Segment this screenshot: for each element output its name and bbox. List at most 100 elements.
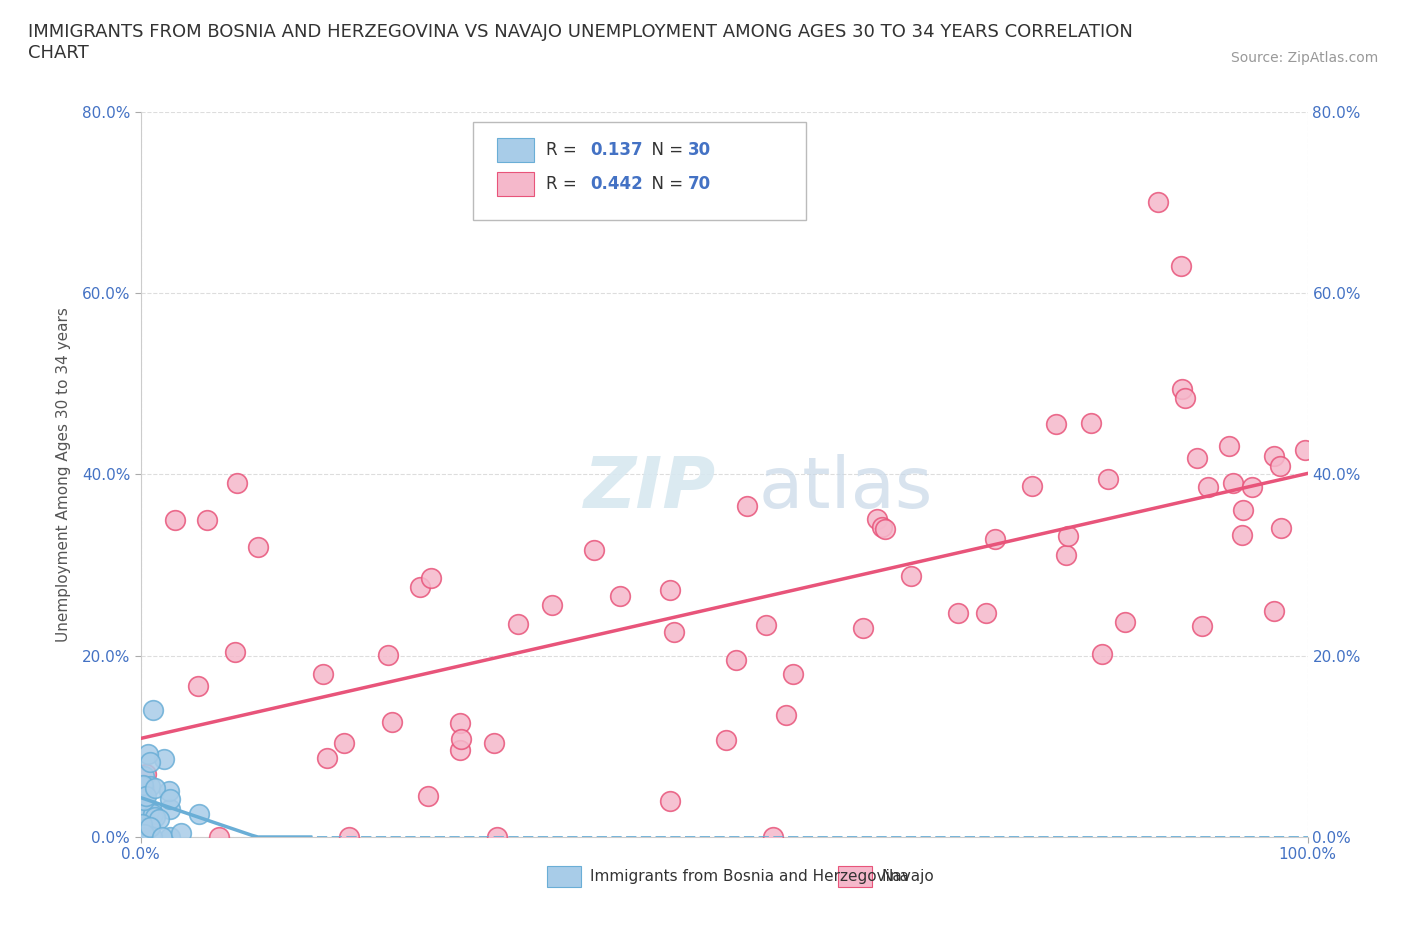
Text: Immigrants from Bosnia and Herzegovina: Immigrants from Bosnia and Herzegovina	[591, 870, 908, 884]
Text: atlas: atlas	[759, 455, 934, 524]
Point	[416, 789, 439, 804]
Point	[1270, 521, 1292, 536]
Point	[129, 785, 152, 800]
Point	[136, 746, 159, 761]
Point	[141, 830, 163, 844]
Point	[1171, 381, 1194, 396]
Point	[159, 830, 181, 844]
Point	[1191, 618, 1213, 633]
Point	[134, 782, 156, 797]
Point	[852, 620, 875, 635]
Point	[1045, 417, 1067, 432]
Point	[755, 618, 778, 633]
Text: 0.137: 0.137	[591, 141, 643, 159]
Text: Navajo: Navajo	[882, 870, 935, 884]
Point	[165, 512, 187, 527]
Point	[870, 520, 893, 535]
Point	[866, 512, 889, 526]
Point	[1241, 480, 1264, 495]
Point	[450, 731, 472, 746]
Point	[782, 667, 804, 682]
Point	[1218, 439, 1240, 454]
Point	[226, 475, 249, 490]
Point	[1222, 476, 1244, 491]
Point	[142, 806, 165, 821]
Point	[148, 812, 170, 827]
Point	[1170, 259, 1192, 273]
Point	[900, 568, 922, 583]
Point	[337, 830, 360, 844]
Point	[195, 512, 218, 527]
Text: Source: ZipAtlas.com: Source: ZipAtlas.com	[1230, 51, 1378, 65]
Text: N =: N =	[641, 141, 689, 159]
Point	[138, 804, 160, 818]
Point	[725, 653, 748, 668]
Point	[312, 667, 335, 682]
Point	[1080, 416, 1102, 431]
FancyBboxPatch shape	[547, 867, 581, 887]
Point	[659, 794, 682, 809]
Point	[482, 736, 505, 751]
Point	[131, 817, 153, 831]
Point	[157, 783, 180, 798]
Point	[583, 542, 606, 557]
Point	[775, 708, 797, 723]
Point	[409, 579, 432, 594]
Point	[1147, 195, 1170, 210]
Point	[139, 778, 162, 793]
Point	[187, 678, 209, 693]
Point	[132, 768, 155, 783]
Point	[609, 589, 631, 604]
Point	[131, 830, 153, 844]
Point	[946, 606, 969, 621]
Point	[419, 570, 441, 585]
Point	[875, 522, 897, 537]
Point	[139, 754, 162, 769]
FancyBboxPatch shape	[474, 123, 806, 220]
Text: R =: R =	[546, 141, 582, 159]
Point	[984, 532, 1007, 547]
Point	[1174, 390, 1197, 405]
Text: 70: 70	[688, 175, 711, 193]
Point	[506, 617, 529, 631]
Point	[735, 498, 758, 513]
Point	[1097, 472, 1119, 487]
Point	[762, 830, 785, 844]
Point	[132, 777, 155, 792]
Point	[131, 778, 153, 793]
Point	[1232, 503, 1254, 518]
Point	[208, 830, 231, 844]
Point	[449, 743, 471, 758]
Point	[377, 647, 399, 662]
Point	[1263, 604, 1285, 618]
Point	[153, 751, 176, 766]
Point	[159, 792, 181, 807]
Y-axis label: Unemployment Among Ages 30 to 34 years: Unemployment Among Ages 30 to 34 years	[56, 307, 70, 642]
Point	[714, 733, 737, 748]
Point	[315, 751, 337, 765]
Point	[1268, 458, 1291, 473]
Point	[333, 736, 356, 751]
Point	[135, 766, 157, 781]
Point	[170, 826, 193, 841]
Point	[132, 792, 155, 807]
Point	[1021, 479, 1043, 494]
Point	[143, 781, 166, 796]
Point	[449, 716, 471, 731]
Point	[541, 597, 564, 612]
Text: R =: R =	[546, 175, 582, 193]
Point	[658, 582, 681, 597]
Point	[1197, 480, 1219, 495]
Text: N =: N =	[641, 175, 689, 193]
Point	[974, 605, 997, 620]
Point	[1230, 528, 1253, 543]
Point	[150, 830, 173, 844]
FancyBboxPatch shape	[496, 138, 534, 163]
Point	[135, 789, 157, 804]
Point	[1294, 443, 1316, 458]
Text: ZIP: ZIP	[583, 455, 716, 524]
Point	[485, 830, 508, 844]
Point	[142, 702, 165, 717]
FancyBboxPatch shape	[496, 172, 534, 196]
Text: 30: 30	[688, 141, 711, 159]
